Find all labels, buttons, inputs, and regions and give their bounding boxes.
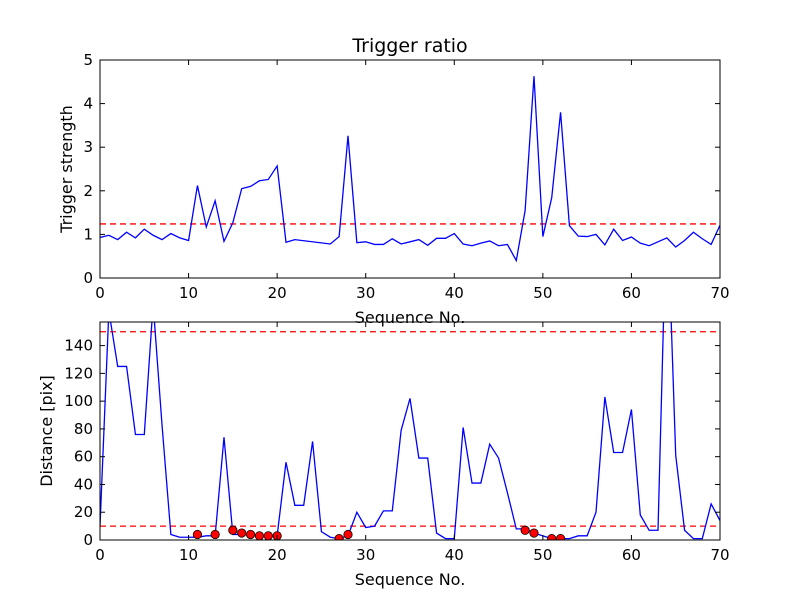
- x-tick-label: 0: [95, 284, 105, 302]
- data-marker: [520, 525, 530, 535]
- y-tick-label: 2: [83, 182, 93, 200]
- y-tick-label: 4: [83, 95, 93, 113]
- data-marker: [228, 525, 238, 535]
- series-line: [100, 322, 720, 540]
- y-tick-label: 80: [74, 420, 93, 438]
- x-tick-label: 20: [268, 546, 287, 564]
- data-marker: [254, 531, 265, 540]
- x-tick-label: 10: [179, 284, 198, 302]
- y-tick-label: 100: [64, 392, 93, 410]
- data-marker: [245, 529, 256, 540]
- y-axis-label: Distance [pix]: [37, 375, 56, 487]
- y-tick-label: 0: [83, 269, 93, 287]
- y-tick-label: 60: [74, 448, 93, 466]
- plot-area: [100, 76, 720, 263]
- x-tick-label: 20: [268, 284, 287, 302]
- data-marker: [343, 529, 353, 540]
- x-axis-label: Sequence No.: [355, 570, 466, 589]
- data-marker: [555, 534, 566, 540]
- y-tick-label: 0: [83, 531, 93, 549]
- x-tick-label: 50: [533, 546, 552, 564]
- y-tick-label: 20: [74, 503, 93, 521]
- y-tick-label: 3: [83, 138, 93, 156]
- x-tick-label: 10: [179, 546, 198, 564]
- data-marker: [529, 528, 539, 538]
- axes-frame: [99, 59, 721, 279]
- subplot-2: 0 10 20 30 40 50 60 70 0 20 40 60 80 100 120 140 Sequenc…: [37, 321, 730, 589]
- x-tick-label: 0: [95, 546, 105, 564]
- x-tick-label: 30: [356, 546, 375, 564]
- y-axis-label: Trigger strength: [57, 105, 76, 234]
- chart-title: Trigger ratio: [351, 35, 467, 57]
- plot-area: [100, 322, 720, 540]
- subplot-1: 0 10 20 30 40 50 60 70 0 1 2 3 4 5 Sequence No. Trigger…: [57, 35, 730, 327]
- y-tick-label: 120: [64, 364, 93, 382]
- data-marker: [334, 534, 344, 540]
- axes-frame: [99, 321, 721, 541]
- data-marker: [263, 531, 273, 540]
- data-marker: [210, 529, 220, 540]
- x-tick-label: 70: [710, 284, 729, 302]
- y-tick-label: 40: [74, 475, 93, 493]
- data-marker: [547, 534, 557, 540]
- y-tick-label: 140: [64, 337, 93, 355]
- x-tick-label: 40: [445, 284, 464, 302]
- x-tick-label: 50: [533, 284, 552, 302]
- x-tick-label: 60: [622, 284, 641, 302]
- x-tick-label: 70: [710, 546, 729, 564]
- data-marker: [237, 528, 247, 538]
- y-tick-label: 5: [83, 51, 93, 69]
- x-tick-label: 30: [356, 284, 375, 302]
- x-tick-label: 60: [622, 546, 641, 564]
- series-line: [100, 76, 720, 263]
- data-marker: [192, 529, 203, 540]
- x-axis-label: Sequence No.: [355, 308, 466, 327]
- x-tick-label: 40: [445, 546, 464, 564]
- y-tick-label: 1: [83, 225, 93, 243]
